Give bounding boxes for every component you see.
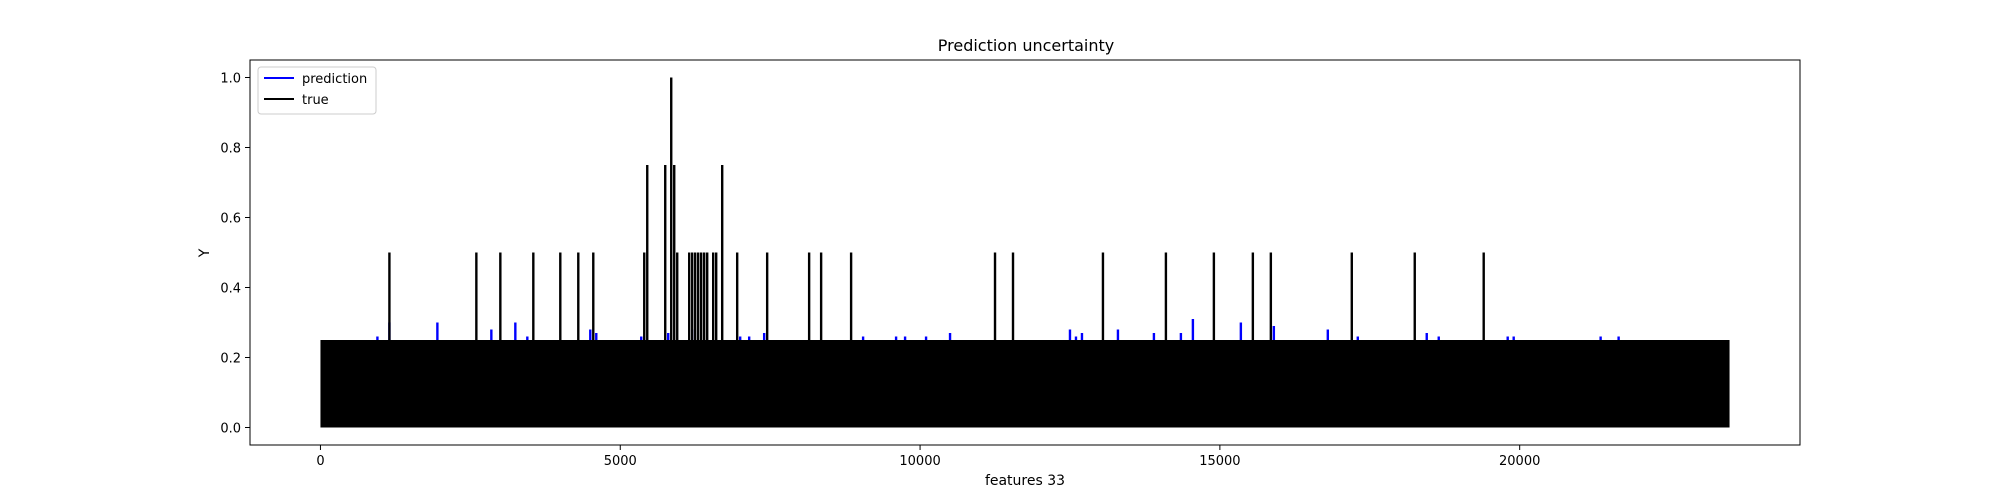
legend: prediction true [257, 66, 377, 115]
chart-title: Prediction uncertainty [938, 36, 1114, 55]
y-tick-label: 0.8 [220, 142, 241, 157]
y-tick-label: 0.6 [220, 212, 241, 227]
y-axis-label: Y [197, 248, 213, 258]
x-tick-label: 15000 [1199, 454, 1240, 469]
y-tick-label: 0.2 [220, 352, 241, 367]
x-tick-label: 10000 [899, 454, 940, 469]
x-tick-label: 0 [316, 454, 324, 469]
x-axis-label: features 33 [985, 473, 1065, 489]
y-tick-label: 0.4 [220, 282, 241, 297]
x-tick-label: 20000 [1499, 454, 1540, 469]
y-tick-label: 0.0 [220, 422, 241, 437]
y-tick-label: 1.0 [220, 72, 241, 87]
legend-label-prediction: prediction [302, 72, 367, 87]
axes: 0 5000 10000 15000 20000 0.0 0.2 0.4 0.6 0.8 1.0 [220, 72, 1540, 470]
legend-label-true: true [302, 93, 329, 108]
axes-frame [249, 59, 1801, 446]
plot-area [320, 77, 1730, 428]
dense-signal-band [320, 340, 1730, 428]
x-tick-label: 5000 [604, 454, 637, 469]
